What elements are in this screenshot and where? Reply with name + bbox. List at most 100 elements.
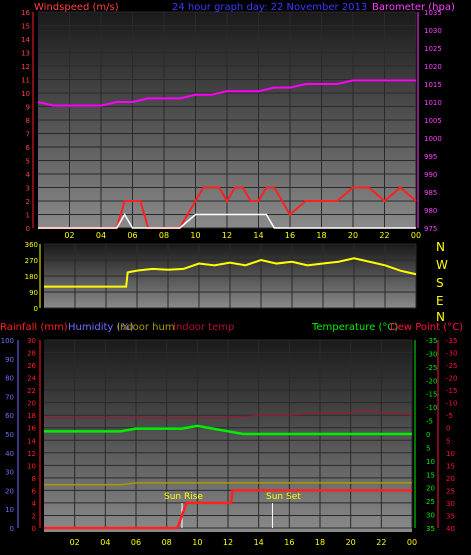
dew-point-label: Dew Point (°C) — [390, 322, 463, 333]
time-tick-label: 06 — [127, 231, 137, 240]
temp-panel-axes: 0246810121416182022242628300102030405060… — [1, 337, 458, 547]
dew-tick-label: 40 — [446, 525, 455, 533]
dew-tick-label: -35 — [446, 337, 457, 345]
temp-tick-label: 15 — [426, 471, 435, 479]
rain-tick-label: 22 — [27, 387, 36, 395]
windspeed-tick-label: 15 — [21, 23, 30, 31]
dew-tick-label: 35 — [446, 512, 455, 520]
barometer-tick-label: 1030 — [424, 27, 442, 35]
barometer-tick-label: 1020 — [424, 63, 442, 71]
sun-set-label: Sun Set — [266, 492, 301, 502]
time-tick-label: 02 — [64, 231, 74, 240]
time-tick-label-bottom: 18 — [315, 538, 325, 547]
direction-tick-label: 0 — [34, 305, 38, 313]
humidity-tick-label: 10 — [5, 506, 14, 514]
temp-tick-label: 5 — [426, 444, 430, 452]
direction-tick-label: 360 — [25, 241, 38, 249]
direction-tick-label: 270 — [25, 257, 38, 265]
rain-tick-label: 10 — [27, 462, 36, 470]
windspeed-tick-label: 3 — [26, 185, 30, 193]
windspeed-tick-label: 6 — [26, 144, 31, 152]
time-tick-label-bottom: 08 — [162, 538, 172, 547]
humidity-tick-label: 0 — [10, 525, 14, 533]
dew-tick-label: -25 — [446, 362, 457, 370]
chart-title: 24 hour graph day: 22 November 2013 — [172, 2, 367, 13]
time-tick-label: 18 — [316, 231, 326, 240]
windspeed-tick-label: 4 — [26, 171, 31, 179]
dew-tick-label: 15 — [446, 462, 455, 470]
compass-w: W — [436, 258, 448, 272]
time-tick-label-bottom: 00 — [407, 538, 417, 547]
dew-tick-label: -10 — [446, 400, 457, 408]
temp-tick-label: 35 — [426, 525, 435, 533]
barometer-tick-label: 1015 — [424, 81, 442, 89]
time-tick-label: 10 — [190, 231, 200, 240]
temp-tick-label: -20 — [426, 377, 437, 385]
windspeed-label: Windspeed (m/s) — [34, 2, 119, 13]
temp-panel-series — [44, 409, 413, 530]
windspeed-tick-label: 7 — [26, 131, 30, 139]
time-tick-label: 14 — [253, 231, 263, 240]
wind-avg-line — [38, 213, 416, 229]
windspeed-tick-label: 9 — [26, 104, 30, 112]
time-tick-label-bottom: 06 — [131, 538, 141, 547]
humidity-tick-label: 40 — [5, 450, 14, 458]
direction-panel-grid — [44, 243, 417, 309]
temperature-label: Temperature (°C) — [311, 322, 398, 333]
dew-point-line — [44, 409, 413, 419]
indoor-hum-label: Indoor hum — [117, 322, 175, 333]
barometer-tick-label: 1025 — [424, 45, 442, 53]
temp-tick-label: -5 — [426, 418, 433, 426]
temperature-line — [44, 424, 412, 436]
wind-panel-series — [37, 79, 417, 229]
windspeed-tick-label: 8 — [26, 117, 30, 125]
time-tick-label: 00 — [411, 231, 421, 240]
windspeed-tick-label: 2 — [26, 198, 30, 206]
compass-n-top: N — [436, 240, 445, 254]
rain-tick-label: 2 — [32, 512, 36, 520]
dew-tick-label: -20 — [446, 375, 457, 383]
barometer-tick-label: 995 — [424, 153, 437, 161]
time-tick-label: 16 — [285, 231, 295, 240]
dew-tick-label: 10 — [446, 450, 455, 458]
rain-tick-label: 20 — [27, 400, 36, 408]
barometer-tick-label: 1005 — [424, 117, 442, 125]
windspeed-tick-label: 14 — [21, 36, 30, 44]
rain-tick-label: 14 — [27, 437, 36, 445]
barometer-tick-label: 1000 — [424, 135, 442, 143]
time-tick-label-bottom: 16 — [284, 538, 294, 547]
windspeed-tick-label: 10 — [21, 90, 30, 98]
barometer-tick-label: 1035 — [424, 9, 442, 17]
barometer-label: Barometer (hpa) — [372, 2, 455, 13]
temp-tick-label: -15 — [426, 391, 437, 399]
windspeed-tick-label: 11 — [21, 77, 30, 85]
humidity-tick-label: 20 — [5, 487, 14, 495]
rain-tick-label: 8 — [32, 475, 36, 483]
compass-n-bottom: N — [436, 310, 445, 324]
time-tick-label: 08 — [159, 231, 169, 240]
humidity-tick-label: 60 — [5, 412, 14, 420]
dew-tick-label: 5 — [446, 437, 450, 445]
wind-panel-axes: 0123456789101112131415169759809859909951… — [21, 9, 442, 240]
time-tick-label: 12 — [222, 231, 232, 240]
indoor-temp-label: Indoor temp — [173, 322, 234, 333]
dew-tick-label: -15 — [446, 387, 457, 395]
compass-e: E — [436, 294, 444, 308]
temp-tick-label: -10 — [426, 404, 437, 412]
rainfall-line — [44, 489, 412, 530]
wind-direction-line — [44, 257, 417, 288]
wind-panel-grid — [38, 11, 417, 229]
compass-s: S — [436, 276, 444, 290]
windspeed-tick-label: 13 — [21, 50, 30, 58]
indoor-hum-line — [44, 482, 412, 486]
rain-tick-label: 30 — [27, 337, 36, 345]
humidity-tick-label: 90 — [5, 356, 14, 364]
dew-tick-label: 30 — [446, 500, 455, 508]
barometer-tick-label: 975 — [424, 225, 437, 233]
humidity-tick-label: 100 — [1, 337, 14, 345]
time-tick-label-bottom: 22 — [376, 538, 386, 547]
windspeed-tick-label: 16 — [21, 9, 30, 17]
rainfall-label: Rainfall (mm) — [0, 322, 68, 333]
